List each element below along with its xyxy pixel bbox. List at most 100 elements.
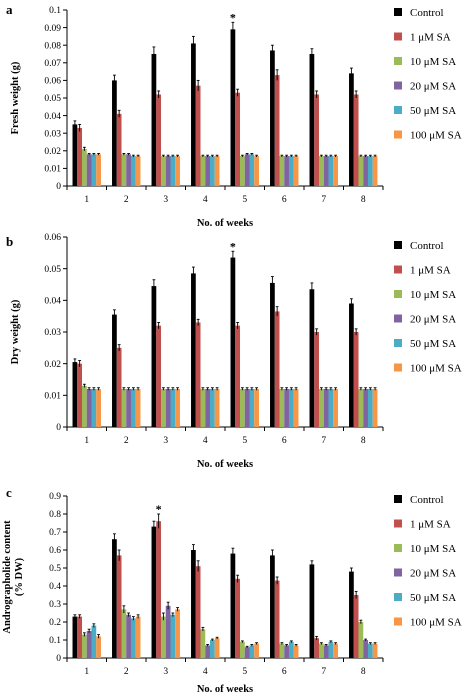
bar-20-m-sa xyxy=(363,389,368,427)
bar-50-m-sa xyxy=(249,154,255,186)
legend-label: 50 μM SA xyxy=(410,592,456,604)
bar-20-m-sa xyxy=(86,631,92,658)
x-tick-label: 8 xyxy=(361,667,366,677)
y-tick-label: 0.05 xyxy=(44,265,61,275)
y-tick-label: 0.3 xyxy=(49,600,61,610)
bar-20-m-sa xyxy=(244,389,250,427)
legend-label: Control xyxy=(410,240,444,252)
y-axis-title-line: (% DW) xyxy=(14,557,25,596)
bar-50-m-sa xyxy=(367,156,373,186)
bar-1-m-sa xyxy=(235,325,241,427)
bar-1-m-sa xyxy=(77,127,83,186)
legend-swatch xyxy=(394,290,402,298)
bar-50-m-sa xyxy=(170,156,176,186)
bar-50-m-sa xyxy=(170,614,176,658)
bar-100-m-sa xyxy=(293,389,299,427)
y-axis-title: Dry weight (g) xyxy=(10,299,21,364)
significance-star: * xyxy=(230,10,236,24)
bar-control xyxy=(309,289,315,427)
bar-20-m-sa xyxy=(126,154,131,186)
bar-10-m-sa xyxy=(319,156,324,186)
bar-20-m-sa xyxy=(284,156,289,186)
y-tick-label: 0.02 xyxy=(44,360,61,370)
legend-swatch xyxy=(394,568,402,577)
bar-10-m-sa xyxy=(279,389,285,427)
chart-panel-a: a 0 0.01 0.02 0.03 0.04 0.05 0.06 0.07 0.08 0.09 0.… xyxy=(6,2,462,229)
bar-1-m-sa xyxy=(353,94,359,186)
bar-50-m-sa xyxy=(130,156,136,186)
bar-50-m-sa xyxy=(288,389,294,427)
bar-50-m-sa xyxy=(170,389,176,427)
x-tick-label: 7 xyxy=(321,667,326,677)
x-tick-label: 1 xyxy=(84,195,89,205)
bar-100-m-sa xyxy=(175,389,180,427)
bar-control xyxy=(151,286,157,427)
bar-10-m-sa xyxy=(121,609,127,658)
x-axis-title: No. of weeks xyxy=(197,684,253,695)
bar-100-m-sa xyxy=(333,156,338,186)
bar-1-m-sa xyxy=(353,595,359,658)
legend-label: 10 μM SA xyxy=(410,56,456,68)
bar-100-m-sa xyxy=(135,616,141,658)
y-axis-title-line: Andrographolide content xyxy=(2,520,13,634)
bar-10-m-sa xyxy=(121,389,127,427)
bar-50-m-sa xyxy=(328,641,334,658)
legend-swatch xyxy=(394,544,402,552)
legend-swatch xyxy=(394,519,402,528)
x-axis-title: No. of weeks xyxy=(197,459,253,470)
legend-label: 50 μM SA xyxy=(410,338,456,350)
bar-control xyxy=(270,282,275,427)
significance-star: * xyxy=(230,239,236,253)
y-tick-label: 0.06 xyxy=(44,233,61,243)
y-axis-title: Andrographolide content(% DW) xyxy=(2,520,25,634)
bar-1-m-sa xyxy=(314,332,320,427)
bar-100-m-sa xyxy=(135,389,141,427)
bar-100-m-sa xyxy=(372,389,378,427)
bar-20-m-sa xyxy=(363,156,368,186)
bar-control xyxy=(191,43,196,186)
bar-1-m-sa xyxy=(274,75,280,186)
bar-10-m-sa xyxy=(82,385,87,427)
legend-swatch xyxy=(394,130,402,139)
y-tick-label: 0.03 xyxy=(44,129,61,139)
y-tick-label: 0.01 xyxy=(44,165,61,175)
legend-swatch xyxy=(394,265,402,274)
chart-panel-c: c 0 0.1 0.2 0.3 0.4 0.5 0.6 0.7 0.8 0.9 1 2 3 4 5 6 7 8 * Co… xyxy=(2,485,462,695)
y-axis-title: Fresh weight (g) xyxy=(10,61,21,134)
legend-label: Control xyxy=(410,7,444,19)
bar-1-m-sa xyxy=(314,94,320,186)
bar-10-m-sa xyxy=(240,156,245,186)
bar-control xyxy=(349,303,354,427)
y-tick-label: 0.06 xyxy=(44,77,61,87)
bar-1-m-sa xyxy=(274,580,280,658)
legend-swatch xyxy=(394,32,402,41)
bar-control xyxy=(191,550,196,658)
bar-control xyxy=(230,257,236,427)
bar-50-m-sa xyxy=(367,643,373,658)
x-tick-label: 6 xyxy=(282,436,287,446)
legend-swatch xyxy=(394,241,402,249)
y-tick-label: 0.9 xyxy=(49,492,61,502)
y-tick-label: 0.03 xyxy=(44,328,61,338)
bar-100-m-sa xyxy=(333,389,338,427)
bar-1-m-sa xyxy=(353,332,359,427)
bar-100-m-sa xyxy=(135,156,141,186)
bar-10-m-sa xyxy=(161,156,166,186)
bar-50-m-sa xyxy=(367,389,373,427)
bar-10-m-sa xyxy=(240,389,245,427)
bar-50-m-sa xyxy=(288,156,294,186)
bar-1-m-sa xyxy=(235,92,241,186)
bar-20-m-sa xyxy=(284,645,289,658)
legend-label: 20 μM SA xyxy=(410,568,456,580)
bar-10-m-sa xyxy=(279,643,285,658)
bar-20-m-sa xyxy=(323,389,329,427)
bar-1-m-sa xyxy=(156,325,162,427)
bar-100-m-sa xyxy=(214,156,220,186)
x-tick-label: 4 xyxy=(203,667,208,677)
x-tick-label: 5 xyxy=(242,195,247,205)
bar-1-m-sa xyxy=(314,638,320,658)
x-tick-label: 6 xyxy=(282,667,287,677)
bar-1-m-sa xyxy=(116,555,122,658)
bar-50-m-sa xyxy=(328,156,334,186)
